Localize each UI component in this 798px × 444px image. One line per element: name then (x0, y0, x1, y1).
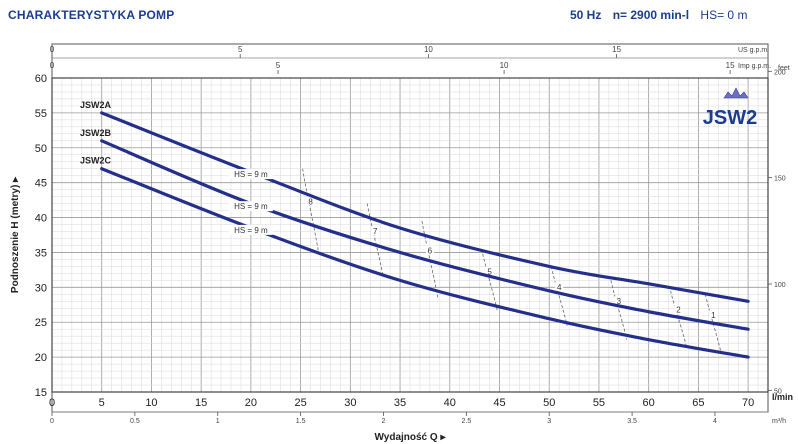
x-tick-label: 30 (344, 397, 356, 409)
speed-label: n= 2900 min-l (612, 8, 690, 22)
series-label: JSW2B (80, 128, 112, 138)
x-tick-label: 45 (493, 397, 505, 409)
logo-text: JSW2 (703, 107, 757, 129)
hs-line-label-bg (674, 304, 683, 314)
y-tick-label: 40 (35, 213, 47, 225)
hs-line-label: 6 (428, 246, 433, 255)
series-line-jsw2c (100, 167, 750, 359)
m3h-unit-label: m³/h (772, 418, 786, 425)
x-tick-label: 35 (394, 397, 406, 409)
usgpm-unit-label: US g.p.m. (738, 47, 769, 54)
impgpm-tick-label: 0 (50, 61, 55, 70)
y-tick-label: 45 (35, 178, 47, 190)
hs-line-label: 5 (487, 267, 492, 276)
x-tick-label: 0 (49, 397, 55, 409)
y-tick-label: 15 (35, 387, 47, 399)
hs-label: HS = 9 m (234, 226, 268, 235)
y-tick-label: 50 (35, 143, 47, 155)
hs-line-label-bg (306, 196, 315, 206)
crown-icon (723, 87, 749, 99)
m3h-tick-label: 2 (382, 418, 386, 425)
hs-line-label-bg (425, 245, 434, 255)
hs-line-label: 2 (676, 306, 681, 315)
hs-line-label-bg (709, 309, 718, 319)
hs-line (481, 248, 498, 312)
feet-tick-label: 100 (774, 282, 786, 289)
hs-line-label: 3 (617, 297, 622, 306)
feet-tick-label: 50 (774, 388, 782, 395)
hs-label-bg (228, 201, 273, 212)
m3h-tick-label: 1.5 (296, 418, 306, 425)
chart-title: CHARAKTERYSTYKA POMP (8, 8, 175, 22)
usgpm-tick-label: 5 (238, 45, 243, 54)
usgpm-tick-label: 15 (612, 45, 621, 54)
grid (51, 77, 769, 393)
m3h-tick-label: 3 (547, 418, 551, 425)
hs-line-label: 1 (711, 311, 716, 320)
hs-line-label-bg (485, 266, 494, 276)
hs-line-label: 4 (557, 283, 562, 292)
x-tick-label: 40 (444, 397, 456, 409)
y-tick-label: 55 (35, 108, 47, 120)
hs-label: HS = 9 m (234, 202, 268, 211)
hs-line-label-bg (614, 296, 623, 306)
y-tick-label: 35 (35, 247, 47, 259)
m3h-tick-label: 2.5 (461, 418, 471, 425)
hs-label-bg (228, 169, 273, 180)
m3h-tick-label: 3.5 (627, 418, 637, 425)
x-tick-label: 65 (692, 397, 704, 409)
hs-line (366, 203, 384, 277)
y-tick-label: 60 (35, 73, 47, 85)
y-tick-label: 20 (35, 352, 47, 364)
jsw2-logo: JSW2 (703, 87, 757, 129)
series-label: JSW2C (80, 156, 112, 166)
hs-line-label: 8 (308, 198, 313, 207)
impgpm-unit-label: Imp g.p.m. (738, 63, 771, 70)
frequency-label: 50 Hz (570, 8, 602, 22)
plot-border (51, 77, 769, 393)
pump-spec: 50 Hz n= 2900 min-l HS= 0 m (570, 8, 747, 22)
series-label: JSW2A (80, 100, 112, 110)
series-line-jsw2b (100, 139, 750, 331)
hs-label-bg (228, 224, 273, 235)
hs-line-label: 7 (373, 227, 378, 236)
x-tick-label: 50 (543, 397, 555, 409)
feet-tick-label: 200 (774, 69, 786, 76)
series-line-jsw2a (100, 111, 750, 303)
m3h-tick-label: 1 (216, 418, 220, 425)
usgpm-tick-label: 10 (424, 45, 433, 54)
m3h-tick-label: 0.5 (130, 418, 140, 425)
x-tick-label: 25 (294, 397, 306, 409)
hs-line (302, 168, 319, 253)
hs-line-label-bg (371, 226, 380, 236)
x-tick-label: 20 (245, 397, 257, 409)
impgpm-tick-label: 10 (500, 61, 509, 70)
m3h-tick-label: 4 (713, 418, 717, 425)
x-axis-title: Wydajność Q ▸ (375, 432, 447, 443)
y-tick-label: 30 (35, 282, 47, 294)
feet-tick-label: 150 (774, 176, 786, 183)
usgpm-tick-label: 0 (50, 45, 55, 54)
x-tick-label: 70 (742, 397, 754, 409)
x-tick-label: 15 (195, 397, 207, 409)
x-tick-label: 5 (99, 397, 105, 409)
y-tick-label: 25 (35, 317, 47, 329)
impgpm-tick-label: 5 (276, 61, 281, 70)
x-tick-label: 10 (145, 397, 157, 409)
x-tick-label: 60 (643, 397, 655, 409)
x-tick-label: 55 (593, 397, 605, 409)
x-unit-label: l/min (772, 392, 793, 402)
hs-line-label-bg (555, 282, 564, 292)
m3h-tick-label: 0 (50, 418, 54, 425)
suction-height-label: HS= 0 m (700, 8, 748, 22)
feet-unit-label: feet (778, 65, 790, 72)
hs-label: HS = 9 m (234, 170, 268, 179)
y-axis-title: Podnoszenie H (metry) ▸ (10, 176, 21, 293)
impgpm-tick-label: 15 (726, 61, 735, 70)
